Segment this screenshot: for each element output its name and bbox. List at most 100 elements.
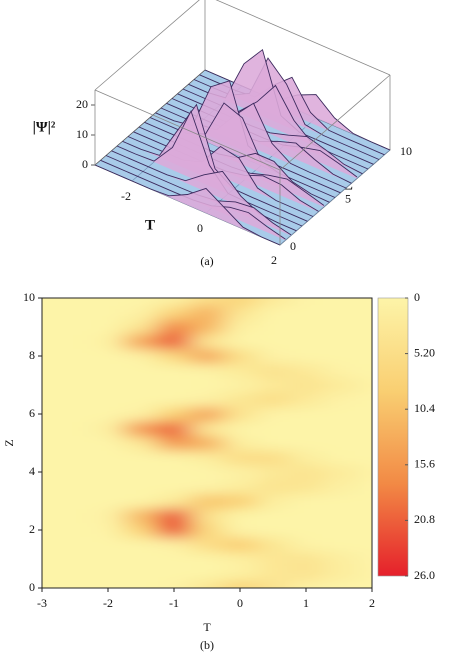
heatmap-cells	[42, 298, 372, 588]
heatmap-cell	[124, 392, 158, 408]
heatmap-cell	[223, 551, 257, 567]
heatmap-cell	[256, 551, 290, 567]
x-tick-label: 2	[369, 596, 375, 610]
heatmap-cell	[322, 319, 356, 335]
surface-line	[116, 109, 303, 227]
heatmap-cell	[256, 435, 290, 451]
heatmap-cell	[91, 566, 125, 582]
x-tick-label: 0	[197, 221, 203, 235]
heatmap-cell	[322, 348, 356, 364]
heatmap-cell	[355, 363, 372, 379]
heatmap-cell	[124, 522, 158, 538]
heatmap-cell	[289, 298, 323, 306]
heatmap-cell	[322, 522, 356, 538]
y-axis-label: Z	[2, 439, 16, 446]
heatmap-cell	[42, 566, 59, 582]
heatmap-cell	[355, 479, 372, 495]
heatmap-cell	[223, 363, 257, 379]
heatmap-cell	[190, 392, 224, 408]
heatmap-cell	[42, 479, 59, 495]
heatmap-cell	[190, 334, 224, 350]
caption: (a)	[200, 254, 213, 268]
heatmap-cell	[190, 319, 224, 335]
heatmap-cell	[256, 450, 290, 466]
y-tick-label: 0	[29, 580, 35, 594]
heatmap-cell	[157, 464, 191, 480]
heatmap-cell	[223, 580, 257, 588]
heatmap-cell	[91, 334, 125, 350]
heatmap-cell	[124, 450, 158, 466]
heatmap-cell	[256, 522, 290, 538]
heatmap-cell	[355, 348, 372, 364]
heatmap-cell	[355, 406, 372, 422]
heatmap-cell	[58, 363, 92, 379]
heatmap-cell	[42, 305, 59, 321]
surface-fill	[150, 103, 335, 198]
box-edge	[94, 0, 200, 91]
heatmap-cell	[190, 348, 224, 364]
z-tick-label: 0	[82, 157, 88, 171]
heatmap-cell	[157, 319, 191, 335]
surface-fill	[95, 165, 280, 245]
heatmap-cell	[157, 493, 191, 509]
heatmap-cell	[322, 363, 356, 379]
heatmap-cell	[322, 566, 356, 582]
heatmap-cell	[190, 363, 224, 379]
heatmap-cell	[124, 508, 158, 524]
x-tick-label: 0	[237, 596, 243, 610]
heatmap-cell	[190, 580, 224, 588]
heatmap-cell	[256, 334, 290, 350]
heatmap-cell	[124, 363, 158, 379]
heatmap-cell	[190, 377, 224, 393]
x-tick-label: -3	[37, 596, 47, 610]
heatmap-cell	[322, 551, 356, 567]
heatmap-cell	[322, 305, 356, 321]
heatmap-cell	[289, 464, 323, 480]
heatmap-cell	[355, 464, 372, 480]
y-tick-label: 10	[400, 144, 412, 158]
heatmap-cell	[223, 406, 257, 422]
heatmap-cell	[190, 508, 224, 524]
heatmap-cell	[91, 392, 125, 408]
heatmap-cell	[157, 551, 191, 567]
heatmap-cell	[91, 464, 125, 480]
heatmap-cell	[223, 334, 257, 350]
heatmap-cell	[58, 566, 92, 582]
heatmap-cell	[157, 421, 191, 437]
heatmap-cell	[322, 479, 356, 495]
heatmap-cell	[322, 450, 356, 466]
heatmap-cell	[124, 348, 158, 364]
heatmap-cell	[190, 566, 224, 582]
heatmap-cell	[289, 435, 323, 451]
heatmap-cell	[42, 298, 59, 306]
x-tick-label: -1	[169, 596, 179, 610]
heatmap-cell	[42, 406, 59, 422]
heatmap-cell	[190, 450, 224, 466]
heatmap-cell	[157, 392, 191, 408]
heatmap-cell	[322, 508, 356, 524]
heatmap-cell	[256, 508, 290, 524]
heatmap-cell	[124, 377, 158, 393]
heatmap-cell	[355, 566, 372, 582]
z-tick-label: 10	[76, 127, 88, 141]
heatmap-cell	[190, 305, 224, 321]
heatmap-cell	[42, 435, 59, 451]
box-edge	[215, 0, 391, 76]
heatmap-cell	[256, 421, 290, 437]
heatmap-cell	[190, 551, 224, 567]
heatmap-cell	[58, 435, 92, 451]
heatmap-cell	[124, 537, 158, 553]
heatmap-cell	[256, 348, 290, 364]
heatmap-cell	[42, 493, 59, 509]
heatmap-cell	[157, 435, 191, 451]
heatmap-cell	[91, 298, 125, 306]
heatmap-cell	[223, 392, 257, 408]
heatmap-cell	[42, 363, 59, 379]
x-tick-label: -2	[103, 596, 113, 610]
heatmap-cell	[256, 493, 290, 509]
x-axis-label: T	[203, 620, 211, 634]
heatmap-cell	[91, 508, 125, 524]
heatmap-cell	[58, 298, 92, 306]
heatmap-cell	[355, 334, 372, 350]
heatmap-cell	[289, 319, 323, 335]
